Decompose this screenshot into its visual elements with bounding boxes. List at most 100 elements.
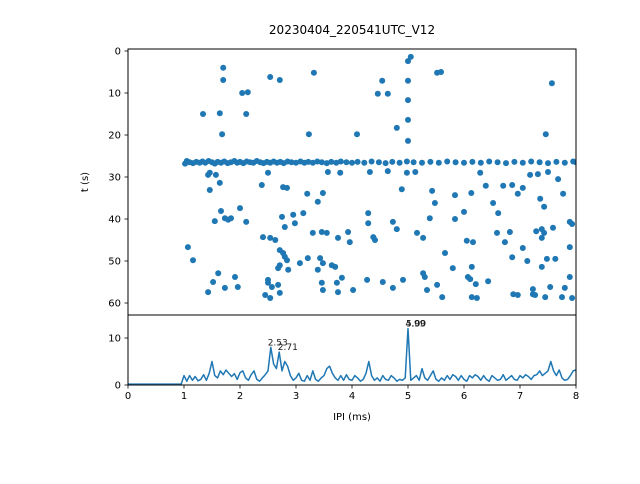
axis-ticks: 0 10 20 30 40 50 60 0 10 0 1 2 3 4 5 6 7 8: [108, 47, 579, 403]
scatter-point: [272, 237, 279, 243]
scatter-point: [333, 159, 340, 166]
scatter-point: [300, 210, 307, 217]
scatter-point: [304, 190, 311, 197]
scatter-point: [305, 158, 312, 165]
peak-annotation: 2.71: [278, 343, 298, 353]
scatter-point: [258, 182, 265, 188]
scatter-point: [536, 159, 543, 166]
scatter-point: [293, 159, 299, 166]
scatter-point: [389, 284, 396, 291]
scatter-point: [468, 263, 475, 270]
scatter-point: [267, 74, 274, 80]
tick-label: 0: [125, 391, 131, 402]
scatter-point: [290, 211, 297, 218]
scatter-point: [319, 260, 326, 267]
scatter-point: [420, 234, 427, 241]
scatter-point: [345, 229, 352, 235]
scatter-point: [319, 287, 326, 293]
scatter-point: [472, 281, 479, 288]
scatter-point: [569, 221, 576, 227]
scatter-point: [372, 237, 378, 243]
tick-label: 3: [293, 391, 299, 402]
scatter-point: [486, 158, 493, 165]
tick-label: 7: [517, 391, 523, 402]
axes-spine: [127, 48, 577, 316]
tick-label: 40: [108, 215, 121, 226]
scatter-point: [284, 184, 290, 191]
scatter-point: [503, 160, 509, 167]
scatter-point: [473, 295, 480, 301]
scatter-point: [553, 158, 560, 165]
scatter-point: [405, 137, 411, 144]
scatter-point: [509, 182, 516, 188]
scatter-point: [452, 192, 458, 199]
scatter-point: [310, 69, 317, 76]
scatter-point: [309, 159, 316, 166]
scatter-point: [206, 187, 213, 193]
scatter-point: [419, 159, 425, 166]
scatter-point: [552, 255, 559, 262]
scatter-point: [400, 276, 406, 283]
scatter-point: [220, 77, 227, 83]
scatter-point: [559, 294, 565, 301]
scatter-point: [514, 292, 521, 298]
scatter-point: [442, 250, 448, 256]
scatter-point: [573, 159, 576, 166]
scatter-point: [393, 226, 400, 233]
scatter-point: [431, 200, 438, 206]
scatter-point: [452, 216, 458, 222]
scatter-point: [276, 77, 283, 83]
scatter-point: [211, 218, 218, 225]
scatter-point: [243, 111, 250, 117]
tick-label: 10: [108, 334, 121, 345]
scatter-point: [467, 276, 474, 283]
scatter-point: [234, 284, 241, 290]
scatter-point: [375, 159, 382, 166]
axes-spine: [127, 314, 577, 386]
scatter-point: [267, 295, 274, 301]
tick-label: 1: [181, 391, 187, 402]
scatter-point: [244, 89, 251, 96]
scatter-point: [482, 182, 489, 189]
scatter-point: [389, 158, 396, 165]
histogram-annotations: 2.532.71 4.995.00: [268, 320, 427, 354]
scatter-point: [384, 90, 391, 97]
scatter-point: [560, 190, 567, 197]
scatter-point: [260, 234, 266, 241]
scatter-point: [461, 208, 467, 215]
scatter-point: [561, 284, 568, 291]
scatter-point: [279, 213, 285, 220]
scatter-point: [566, 274, 573, 280]
scatter-point: [317, 255, 324, 262]
scatter-point: [184, 244, 191, 251]
scatter-point: [461, 159, 467, 166]
scatter-point: [318, 279, 325, 286]
scatter-point: [566, 244, 573, 251]
scatter-point: [426, 215, 433, 222]
scatter-point: [389, 218, 396, 225]
scatter-point: [335, 234, 341, 241]
scatter-point: [350, 287, 357, 293]
scatter-point: [319, 190, 326, 196]
scatter-point: [285, 266, 292, 273]
scatter-point: [543, 255, 550, 262]
scatter-point: [435, 159, 442, 166]
tick-label: 30: [108, 173, 121, 184]
scatter-point: [305, 131, 312, 138]
scatter-point: [410, 159, 417, 166]
scatter-point: [439, 294, 446, 301]
scatter-point: [545, 169, 551, 175]
scatter-point: [275, 265, 282, 272]
scatter-point: [396, 159, 403, 166]
scatter-point: [219, 131, 226, 138]
histogram-polyline: [128, 327, 576, 385]
scatter-point: [444, 158, 451, 165]
scatter-point: [200, 111, 206, 117]
scatter-point: [354, 131, 360, 138]
scatter-point: [533, 228, 540, 235]
scatter-point: [555, 176, 562, 183]
scatter-point: [374, 90, 381, 97]
tick-label: 10: [108, 89, 121, 100]
scatter-point: [291, 220, 298, 227]
